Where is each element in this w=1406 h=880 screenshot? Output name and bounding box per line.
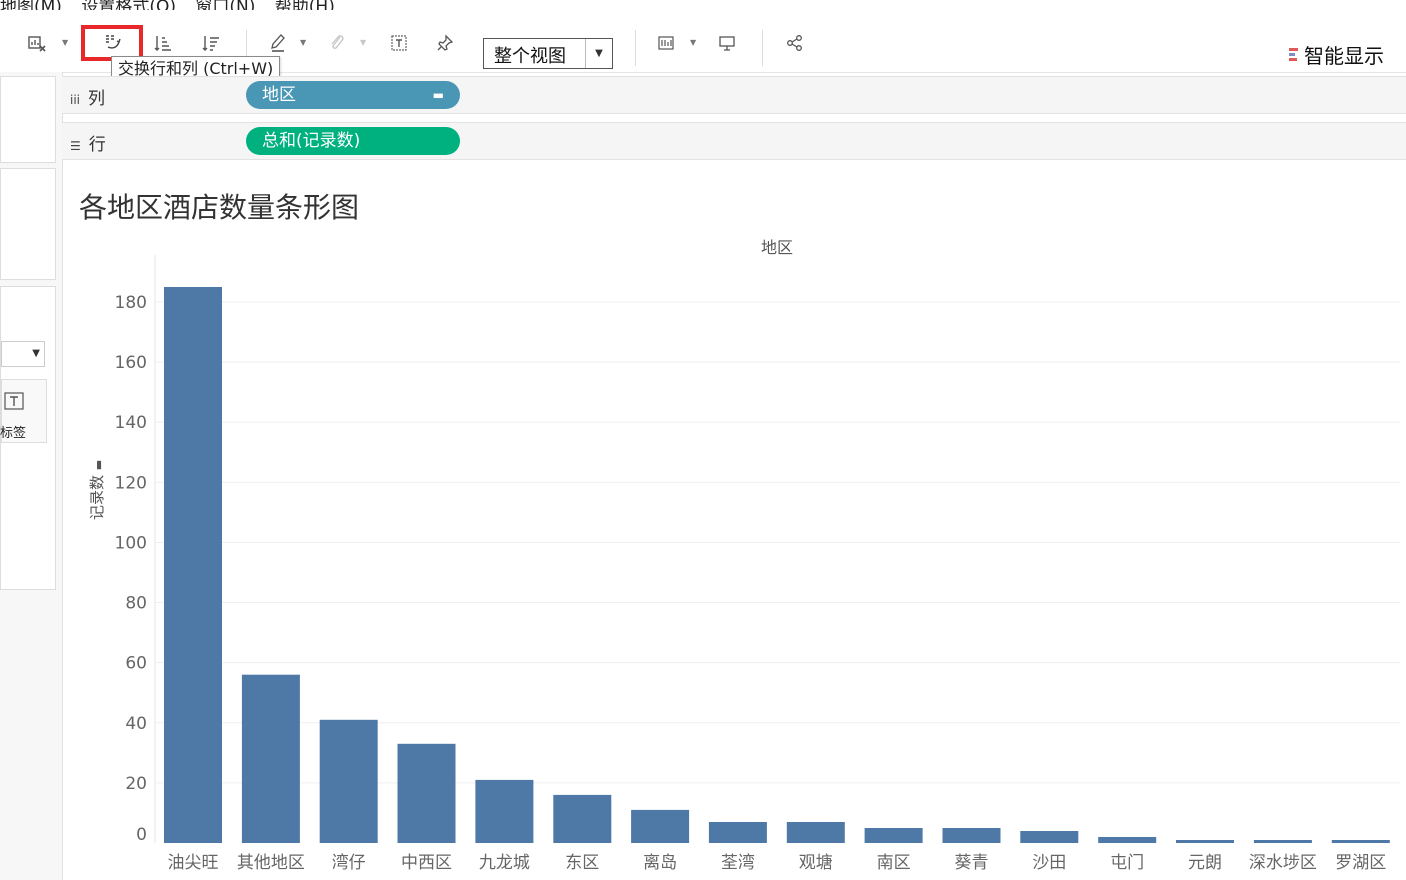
bar [942,828,1001,843]
chart-title: 各地区酒店数量条形图 [79,191,360,224]
y-tick-label: 40 [125,714,147,734]
x-tick-label: 深水埗区 [1249,853,1317,873]
sort-icon: ▬ [432,88,444,102]
cards-icon[interactable] [654,30,680,56]
label-mark-text: 标签 [0,426,27,441]
bar [397,743,456,843]
y-tick-label: 20 [125,774,147,794]
x-tick-label: 罗湖区 [1335,853,1386,873]
rows-shelf[interactable]: ☰ 行 总和(记录数) [62,122,1406,160]
show-me-button[interactable]: 智能显示 [1289,40,1384,69]
rows-icon: ☰ [70,139,81,153]
chevron-down-icon[interactable]: ▼ [32,348,40,359]
filters-card [0,168,56,280]
y-tick-label: 140 [115,413,147,433]
y-tick-label: 120 [115,473,147,493]
x-tick-label: 元朗 [1188,853,1222,873]
toolbar-separator [246,30,247,66]
bar [786,822,845,843]
bar [164,287,222,843]
bar [1176,840,1234,843]
x-tick-label: 东区 [565,853,599,873]
mark-type-select[interactable]: ▼ [1,341,45,367]
chevron-down-icon[interactable]: ▼ [300,38,307,47]
x-tick-label: 离岛 [643,853,677,873]
bar [1253,840,1312,843]
swap-icon[interactable] [100,30,126,56]
y-tick-label: 160 [115,353,147,373]
show-me-icon [1289,48,1298,61]
x-tick-label: 南区 [877,853,911,873]
x-tick-label: 荃湾 [721,853,755,873]
x-tick-label: 湾仔 [332,853,366,873]
chevron-down-icon[interactable]: ▼ [585,39,612,68]
x-tick-label: 葵青 [955,853,989,873]
sort-descending-icon[interactable] [198,30,224,56]
rows-pill-label: 总和(记录数) [262,131,361,151]
group-icon [324,30,350,56]
highlight-icon[interactable] [266,30,292,56]
chevron-down-icon: ▼ [360,38,367,47]
bar [475,779,534,843]
pin-icon[interactable] [432,30,458,56]
bar [319,719,378,843]
bar [631,809,690,843]
x-tick-label: 屯门 [1110,853,1144,873]
x-tick-label: 其他地区 [237,853,305,873]
rows-pill[interactable]: 总和(记录数) [246,127,460,155]
toolbar: ▼ ▼ ▼ 整个视图 ▼ ▼ 智能显示 [0,10,1406,73]
show-me-label: 智能显示 [1304,44,1384,68]
fit-view-select[interactable]: 整个视图 ▼ [483,38,613,69]
bar [1098,837,1157,843]
toolbar-separator [635,30,636,66]
chevron-down-icon[interactable]: ▼ [62,38,69,47]
presentation-icon[interactable] [714,30,740,56]
x-tick-label: 沙田 [1032,853,1066,873]
columns-pill[interactable]: 地区 ▬ [246,81,460,109]
label-icon [4,392,24,410]
y-tick-label: 0 [136,825,147,845]
x-axis-title: 地区 [761,238,793,257]
y-tick-label: 80 [125,594,147,614]
bar [1020,831,1079,843]
show-labels-icon[interactable] [386,30,412,56]
y-tick-label: 180 [115,293,147,313]
left-pane: ▼ 标签 [0,72,63,880]
bar [864,828,923,843]
share-icon[interactable] [782,30,808,56]
clear-sheet-icon[interactable] [24,30,50,56]
sort-ascending-icon[interactable] [150,30,176,56]
bar [553,794,612,843]
x-tick-label: 九龙城 [479,853,530,873]
bar [1331,840,1390,843]
x-tick-label: 油尖旺 [168,853,219,873]
y-tick-label: 100 [115,533,147,553]
label-mark-button[interactable]: 标签 [0,379,47,443]
columns-pill-label: 地区 [262,85,296,105]
pages-card [0,76,56,163]
x-tick-label: 中西区 [401,853,452,873]
fit-view-value: 整个视图 [494,46,566,67]
bar [241,674,300,843]
columns-icon: iii [70,93,81,107]
rows-shelf-label: ☰ 行 [70,135,106,155]
chevron-down-icon[interactable]: ▼ [690,38,697,47]
marks-card: ▼ 标签 [0,286,56,590]
bar [708,822,767,843]
y-tick-label: 60 [125,654,147,674]
x-tick-label: 观塘 [799,853,833,873]
columns-shelf-label: iii 列 [70,89,106,109]
toolbar-separator [762,30,763,66]
columns-shelf[interactable]: iii 列 地区 ▬ [62,76,1406,114]
